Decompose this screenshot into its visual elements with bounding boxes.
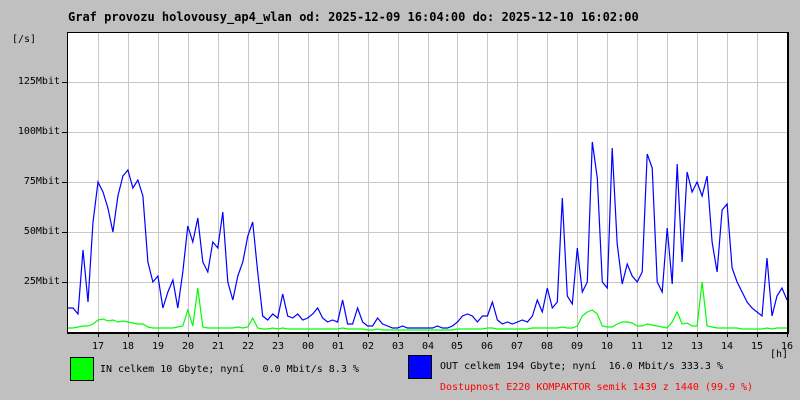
y-tick-label: 125Mbit — [17, 76, 60, 87]
legend-out-swatch — [408, 355, 432, 379]
x-tick-label: 20 — [181, 341, 195, 352]
y-tick-label: 50Mbit — [23, 226, 60, 237]
x-tick-label: 21 — [211, 341, 225, 352]
y-tick-label: 100Mbit — [17, 126, 60, 137]
x-tick-label: 04 — [421, 341, 435, 352]
x-axis-tick — [428, 334, 429, 337]
graph-title: Graf provozu holovousy_ap4_wlan od: 2025… — [68, 10, 639, 24]
y-axis-tick — [62, 82, 67, 83]
x-axis-tick — [697, 334, 698, 337]
x-axis-tick — [577, 334, 578, 337]
y-axis-tick — [62, 132, 67, 133]
x-axis-tick — [248, 334, 249, 337]
x-axis-tick — [727, 334, 728, 337]
legend-in-swatch — [70, 357, 94, 381]
x-axis-tick — [278, 334, 279, 337]
x-tick-label: 02 — [361, 341, 375, 352]
x-tick-label: 23 — [271, 341, 285, 352]
x-axis-tick — [368, 334, 369, 337]
x-axis-tick — [517, 334, 518, 337]
y-tick-label: 25Mbit — [23, 276, 60, 287]
x-axis-tick — [338, 334, 339, 337]
x-tick-label: 09 — [570, 341, 584, 352]
in-series-line — [68, 281, 787, 331]
x-axis-tick — [547, 334, 548, 337]
y-axis-unit-label: [/s] — [12, 34, 37, 45]
x-axis-tick — [787, 334, 788, 337]
plot-area — [67, 32, 789, 334]
x-tick-label: 06 — [480, 341, 494, 352]
x-axis-tick — [757, 334, 758, 337]
x-axis-tick — [607, 334, 608, 337]
x-tick-label: 13 — [690, 341, 704, 352]
x-tick-label: 17 — [91, 341, 105, 352]
x-axis-tick — [98, 334, 99, 337]
x-axis-tick — [487, 334, 488, 337]
x-tick-label: 14 — [720, 341, 734, 352]
x-tick-label: 22 — [241, 341, 255, 352]
x-tick-label: 12 — [660, 341, 674, 352]
y-axis-tick — [62, 282, 67, 283]
x-tick-label: 05 — [450, 341, 464, 352]
x-axis-tick — [158, 334, 159, 337]
x-tick-label: 11 — [630, 341, 644, 352]
x-axis-tick — [128, 334, 129, 337]
x-tick-label: 18 — [121, 341, 135, 352]
x-tick-label: 19 — [151, 341, 165, 352]
x-axis-unit-label: [h] — [769, 349, 788, 360]
y-axis-tick — [62, 232, 67, 233]
legend-out-label: OUT celkem 194 Gbyte; nyní 16.0 Mbit/s 3… — [440, 361, 723, 372]
x-tick-label: 16 — [780, 341, 794, 352]
x-tick-label: 07 — [510, 341, 524, 352]
x-axis-tick — [667, 334, 668, 337]
x-tick-label: 10 — [600, 341, 614, 352]
x-tick-label: 03 — [391, 341, 405, 352]
x-axis-tick — [637, 334, 638, 337]
x-axis-tick — [457, 334, 458, 337]
x-axis-tick — [188, 334, 189, 337]
x-tick-label: 00 — [301, 341, 315, 352]
legend-in-label: IN celkem 10 Gbyte; nyní 0.0 Mbit/s 8.3 … — [100, 364, 359, 375]
x-tick-label: 15 — [750, 341, 764, 352]
out-series-line — [68, 141, 787, 329]
chart-canvas — [68, 33, 787, 332]
y-tick-label: 75Mbit — [23, 176, 60, 187]
x-axis-tick — [218, 334, 219, 337]
availability-text: Dostupnost E220 KOMPAKTOR semik 1439 z 1… — [440, 382, 754, 393]
x-tick-label: 01 — [331, 341, 345, 352]
x-axis-tick — [398, 334, 399, 337]
x-axis-tick — [308, 334, 309, 337]
y-axis-tick — [62, 182, 67, 183]
x-tick-label: 08 — [540, 341, 554, 352]
